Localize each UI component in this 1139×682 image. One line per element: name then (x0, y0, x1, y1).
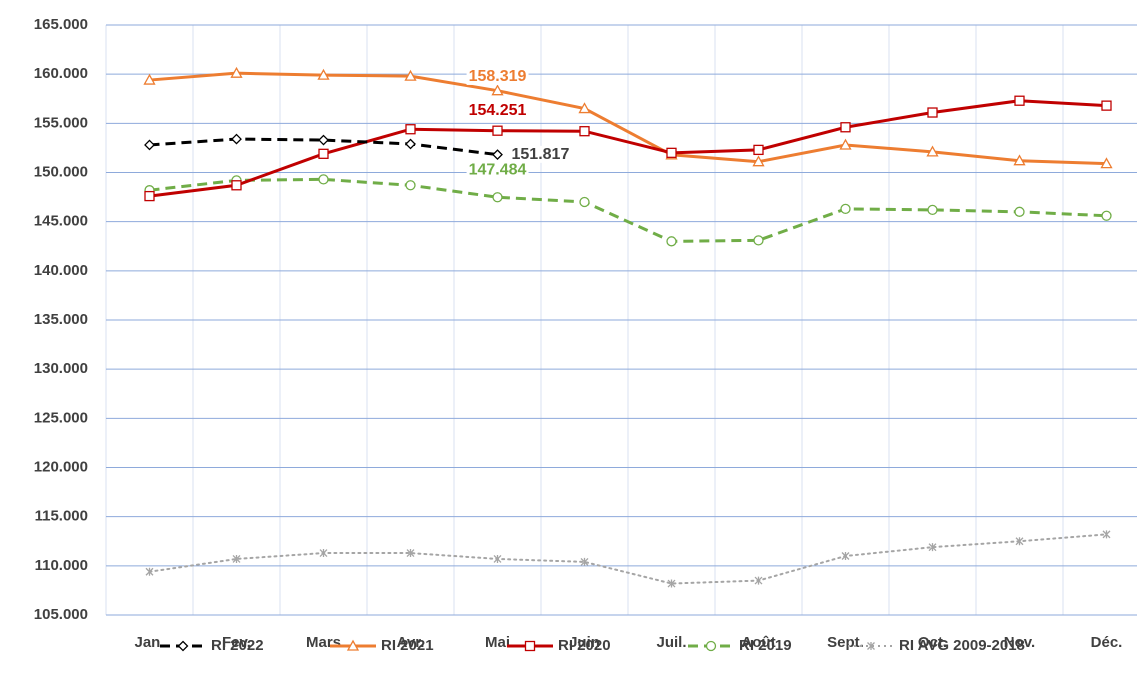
x-tick-label: Août (741, 634, 775, 651)
marker (840, 203, 851, 215)
marker (1014, 206, 1025, 217)
marker (405, 180, 416, 191)
series-line (149, 71, 1107, 166)
marker (144, 190, 155, 202)
series-line (148, 533, 1108, 585)
marker (579, 126, 590, 137)
marker (840, 122, 851, 133)
marker (493, 554, 502, 563)
x-tick-label: Fev. (222, 634, 251, 651)
legend-label: RI AVG 2009-2018 (899, 637, 1025, 654)
marker (839, 138, 852, 150)
marker (666, 236, 677, 247)
legend-label: RI 2022 (211, 637, 264, 654)
x-tick-label: Sept. (827, 634, 864, 651)
y-tick-label: 130.000 (34, 360, 88, 377)
marker (753, 235, 764, 246)
marker (231, 133, 242, 145)
y-tick-label: 150.000 (34, 163, 88, 180)
marker (580, 557, 589, 566)
marker (492, 149, 503, 161)
x-tick-label: Juin (569, 634, 600, 651)
marker (492, 125, 503, 136)
marker (318, 174, 329, 185)
marker (318, 134, 329, 146)
x-tick-label: Juil. (656, 634, 686, 651)
x-tick-label: Mai (485, 634, 510, 651)
marker (926, 145, 939, 157)
x-tick-label: Mars (306, 634, 341, 651)
marker (405, 138, 416, 150)
y-tick-label: 145.000 (34, 213, 88, 230)
marker (1014, 95, 1025, 106)
marker (753, 144, 764, 156)
marker (579, 196, 590, 208)
data-label: 158.319 (469, 68, 527, 85)
marker (667, 579, 676, 588)
y-tick-label: 110.000 (35, 557, 88, 574)
data-label-bg (509, 145, 572, 163)
marker (406, 549, 415, 558)
data-label-bg (466, 67, 529, 85)
marker (1101, 100, 1112, 111)
data-label-bg (466, 161, 529, 179)
marker (867, 642, 875, 650)
data-label-bg (466, 101, 529, 119)
marker (405, 124, 416, 135)
marker (1013, 154, 1026, 166)
marker (524, 640, 536, 652)
marker (318, 148, 329, 159)
series-line (149, 177, 1107, 243)
marker (232, 554, 241, 563)
marker (492, 192, 503, 203)
marker (1102, 530, 1111, 539)
marker (752, 155, 765, 167)
y-tick-label: 140.000 (34, 262, 88, 279)
marker (1101, 210, 1112, 221)
marker (317, 68, 330, 80)
y-tick-label: 135.000 (34, 311, 88, 328)
marker (230, 66, 243, 78)
marker (841, 552, 850, 560)
marker (319, 549, 328, 558)
marker (144, 139, 155, 151)
marker (143, 73, 156, 85)
y-tick-label: 120.000 (34, 458, 88, 475)
marker (346, 639, 360, 651)
y-tick-label: 160.000 (34, 65, 88, 82)
marker (404, 69, 417, 81)
x-tick-label: Déc. (1091, 634, 1123, 651)
marker (145, 567, 154, 576)
legend-label: RI 2019 (739, 637, 792, 654)
marker (927, 107, 938, 118)
marker (1100, 157, 1113, 169)
y-tick-label: 165.000 (34, 16, 88, 33)
series-line (149, 137, 498, 157)
marker (177, 640, 189, 652)
legend-label: RI 2021 (381, 637, 434, 654)
x-tick-label: Jan. (134, 634, 164, 651)
data-label: 151.817 (512, 146, 570, 163)
marker (578, 102, 591, 114)
y-tick-label: 155.000 (34, 114, 88, 131)
marker (754, 576, 763, 585)
x-tick-label: Nov. (1004, 634, 1035, 651)
x-tick-label: Oct. (918, 634, 947, 651)
y-tick-label: 115.000 (35, 508, 88, 525)
marker (1015, 537, 1024, 546)
x-tick-label: Avr. (397, 634, 425, 651)
marker (666, 147, 677, 158)
series-line (149, 99, 1107, 198)
data-label: 147.484 (469, 161, 527, 178)
legend-label: RI 2020 (558, 637, 611, 654)
data-label: 154.251 (469, 102, 527, 119)
y-tick-label: 125.000 (34, 409, 88, 426)
marker (491, 84, 504, 96)
marker (705, 640, 717, 652)
y-tick-label: 105.000 (34, 606, 88, 623)
marker (231, 180, 242, 191)
marker (928, 543, 937, 552)
marker (927, 204, 938, 216)
